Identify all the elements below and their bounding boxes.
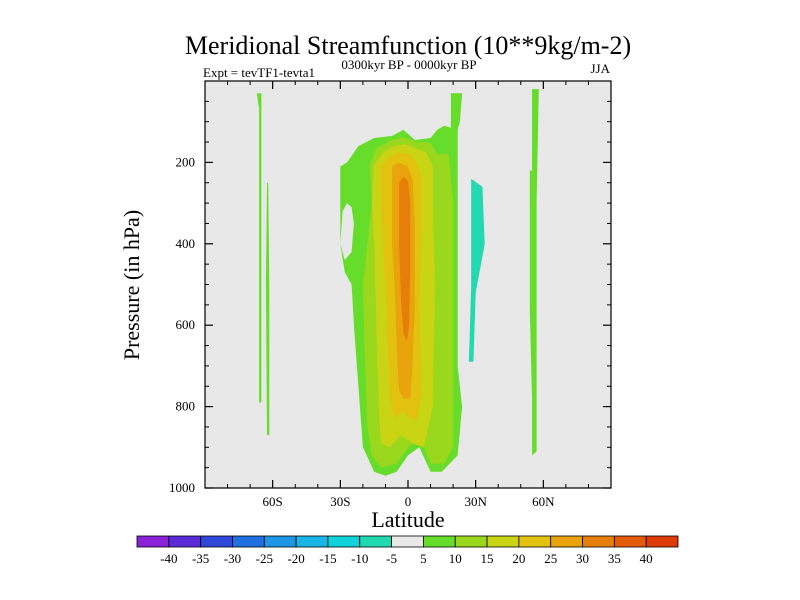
colorbar-label: -25 — [256, 551, 273, 566]
colorbar-swatch — [582, 535, 615, 548]
colorbar-label: 10 — [449, 551, 462, 566]
contour-region-0 — [256, 93, 262, 403]
colorbar-label: 30 — [576, 551, 589, 566]
colorbar-swatch — [200, 535, 233, 548]
x-tick-label: 30S — [330, 494, 350, 509]
colorbar-swatch — [327, 535, 361, 548]
y-tick-label: 200 — [176, 154, 196, 169]
chart-title: Meridional Streamfunction (10**9kg/m-2) — [185, 31, 631, 60]
colorbar-label: -40 — [160, 551, 177, 566]
x-tick-label: 0 — [405, 494, 412, 509]
y-tick-label: 400 — [176, 236, 196, 251]
x-ticks: 60S 30S 0 30N 60N — [227, 81, 589, 509]
colorbar-label: 40 — [640, 551, 653, 566]
contour-region-1 — [265, 182, 270, 436]
contour-region-12 — [340, 203, 354, 261]
colorbar-swatch — [645, 535, 679, 548]
x-axis-label: Latitude — [371, 507, 444, 532]
colorbar-label: -35 — [192, 551, 209, 566]
y-ticks: 200 400 600 800 1000 — [169, 100, 611, 495]
x-tick-label: 60S — [263, 494, 283, 509]
plot-area: 60S 30S 0 30N 60N 200 400 600 800 1000 — [169, 80, 612, 509]
colorbar-swatch — [454, 535, 488, 548]
colorbar-swatch — [423, 535, 456, 548]
contour-fills — [256, 89, 539, 476]
y-tick-label: 800 — [176, 399, 196, 414]
y-axis-label: Pressure (in hPa) — [119, 210, 144, 360]
colorbar-label: 15 — [481, 551, 494, 566]
colorbar-swatch — [359, 535, 392, 548]
y-tick-label: 1000 — [169, 480, 195, 495]
colorbar-label: 5 — [420, 551, 427, 566]
subtitle-right: JJA — [590, 61, 610, 76]
colorbar-swatch — [391, 535, 424, 548]
colorbar-label: -20 — [287, 551, 304, 566]
colorbar-label: -10 — [351, 551, 368, 566]
colorbar-label: -15 — [319, 551, 336, 566]
x-tick-label: 30N — [464, 494, 487, 509]
colorbar-label: 25 — [544, 551, 557, 566]
colorbar-swatch — [263, 535, 297, 548]
subtitle-left: Expt = tevTF1-tevta1 — [203, 65, 315, 80]
contour-region-5 — [529, 170, 534, 403]
colorbar-label: -5 — [386, 551, 397, 566]
colorbar-swatch — [136, 535, 170, 548]
contour-region-4 — [532, 89, 539, 456]
contour-region-6 — [468, 178, 485, 362]
subtitle-center: 0300kyr BP - 0000kyr BP — [341, 57, 476, 72]
colorbar-swatch — [486, 535, 520, 548]
contour-region-3 — [450, 93, 463, 366]
colorbar-swatch — [613, 535, 647, 548]
contour-region-11 — [399, 176, 411, 342]
colorbar-label: 20 — [512, 551, 525, 566]
colorbar-swatch — [232, 535, 265, 548]
colorbar-swatch — [550, 535, 583, 548]
x-tick-label: 60N — [532, 494, 555, 509]
colorbar-swatch — [518, 535, 552, 548]
colorbar: -40 -35 -30 -25 -20 -15 -10 -5 5 10 15 20 25 30 35 40 — [136, 535, 679, 566]
colorbar-label: -30 — [224, 551, 241, 566]
colorbar-swatch — [295, 535, 329, 548]
colorbar-swatch — [168, 535, 202, 548]
colorbar-label: 35 — [608, 551, 621, 566]
y-tick-label: 600 — [176, 317, 196, 332]
